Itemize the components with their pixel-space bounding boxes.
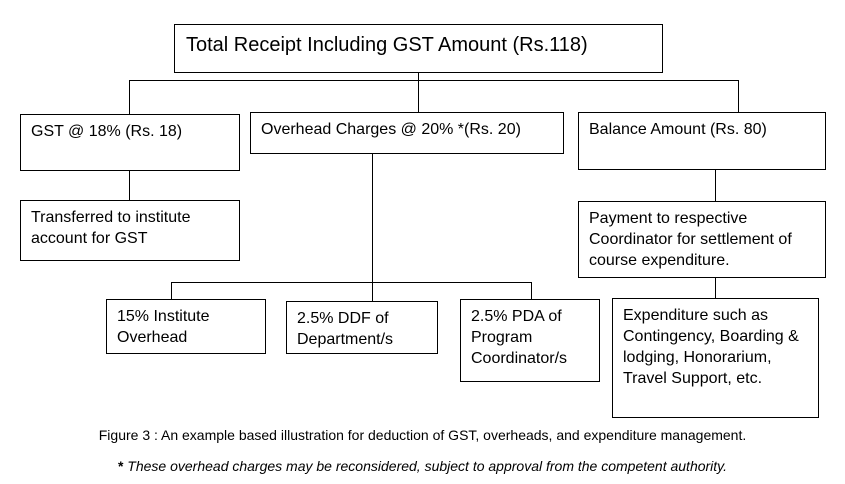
ddf-box: 2.5% DDF of Department/s [286, 301, 438, 354]
institute-overhead-box: 15% Institute Overhead [106, 299, 266, 354]
pda-label: 2.5% PDA of Program Coordinator/s [471, 308, 568, 367]
footnote: * These overhead charges may be reconsid… [0, 457, 845, 475]
ddf-label: 2.5% DDF of Department/s [297, 310, 394, 348]
gst-box: GST @ 18% (Rs. 18) [20, 114, 240, 171]
figure-caption-text: Figure 3 : An example based illustration… [98, 427, 747, 443]
footnote-marker: * [117, 458, 124, 474]
footnote-text: These overhead charges may be reconsider… [123, 458, 728, 474]
total-receipt-box: Total Receipt Including GST Amount (Rs.1… [174, 24, 663, 73]
gst-transfer-box: Transferred to institute account for GST [20, 200, 240, 261]
pda-box: 2.5% PDA of Program Coordinator/s [460, 299, 600, 382]
institute-overhead-label: 15% Institute Overhead [117, 308, 210, 346]
figure-caption: Figure 3 : An example based illustration… [0, 426, 845, 444]
expenditure-label: Expenditure such as Contingency, Boardin… [623, 307, 799, 387]
gst-label: GST @ 18% (Rs. 18) [31, 123, 183, 140]
gst-transfer-label: Transferred to institute account for GST [31, 209, 191, 247]
expenditure-box: Expenditure such as Contingency, Boardin… [612, 298, 819, 418]
balance-amount-label: Balance Amount (Rs. 80) [589, 121, 767, 138]
overhead-charges-box: Overhead Charges @ 20% *(Rs. 20) [250, 112, 564, 154]
balance-amount-box: Balance Amount (Rs. 80) [578, 112, 826, 170]
overhead-charges-label: Overhead Charges @ 20% *(Rs. 20) [261, 121, 521, 138]
total-receipt-label: Total Receipt Including GST Amount (Rs.1… [186, 34, 588, 56]
coordinator-payment-box: Payment to respective Coordinator for se… [578, 201, 826, 278]
coordinator-payment-label: Payment to respective Coordinator for se… [589, 210, 792, 269]
